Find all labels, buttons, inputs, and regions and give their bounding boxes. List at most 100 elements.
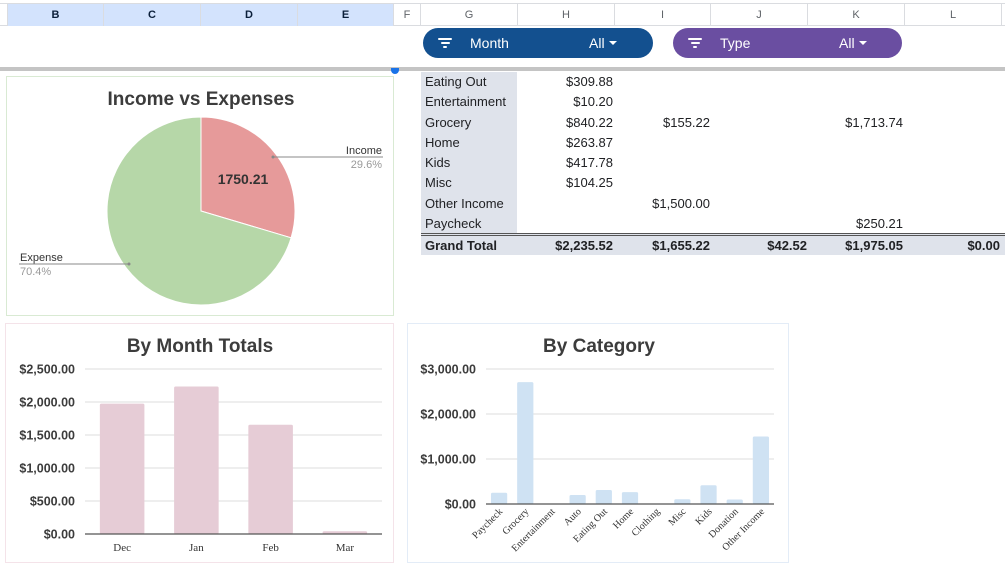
pivot-row-label[interactable]: Other Income (421, 193, 517, 215)
pivot-cell[interactable]: $263.87 (566, 134, 613, 150)
grand-total-cell[interactable]: $1,655.22 (652, 238, 710, 253)
bar-jan[interactable] (174, 386, 219, 534)
type-filter-selected: All (839, 35, 855, 51)
pivot-row-kids: Kids $417.78 (421, 153, 1005, 174)
y-tick-label: $1,000.00 (19, 462, 75, 476)
pivot-row-label[interactable]: Eating Out (421, 72, 517, 93)
pivot-cell[interactable]: $155.22 (663, 114, 710, 130)
chart-resize-handle[interactable] (391, 68, 399, 74)
pivot-cell[interactable]: $309.88 (566, 74, 613, 89)
column-header-h[interactable]: H (518, 4, 615, 26)
pie-slice-value-label: 1750.21 (218, 171, 269, 187)
pivot-cell[interactable]: $1,713.74 (845, 114, 903, 130)
bar-mar[interactable] (322, 531, 368, 534)
column-header-i[interactable]: I (615, 4, 711, 26)
column-header-f[interactable]: F (394, 4, 421, 26)
pivot-row-label[interactable]: Entertainment (421, 92, 517, 113)
type-filter-label: Type (720, 35, 751, 51)
pivot-row-grocery: Grocery $840.22 $155.22 $1,713.74 (421, 112, 1005, 133)
expense-slice-label: Expense (20, 252, 63, 264)
pivot-cell[interactable]: $104.25 (566, 175, 613, 191)
chart-title: Income vs Expenses (108, 89, 295, 110)
pivot-row-label[interactable]: Paycheck (421, 214, 517, 235)
pivot-row-misc: Misc $104.25 (421, 173, 1005, 194)
month-chart-svg: By Month Totals $0.00 $500.00 $1,000.00 $1,… (19, 336, 382, 554)
column-header-j[interactable]: J (711, 4, 808, 26)
bar-feb[interactable] (248, 424, 293, 534)
column-header-d[interactable]: D (201, 4, 298, 26)
bar-eating-out[interactable] (595, 490, 612, 504)
expense-leader-dot (127, 262, 131, 266)
bar-auto[interactable] (569, 495, 586, 504)
column-header-a[interactable] (0, 4, 8, 26)
type-filter-chip[interactable]: Type All (673, 28, 902, 58)
month-filter-chip[interactable]: Month All (423, 28, 653, 58)
type-filter-value[interactable]: All (839, 35, 867, 51)
x-tick-label: Paycheck (470, 506, 505, 541)
pivot-table: Eating Out $309.88 Entertainment $10.20 Groc… (421, 72, 1005, 255)
by-category-chart[interactable]: By Category $0.00 $1,000.00 $2,000.00 $3,00… (407, 323, 789, 563)
column-header-row: B C D E F G H I J K L (0, 3, 1005, 26)
freeze-divider[interactable] (0, 67, 1005, 71)
income-slice-label: Income (346, 145, 382, 157)
pie-slice-expense[interactable] (106, 116, 292, 306)
y-tick-label: $0.00 (44, 528, 75, 542)
dropdown-caret-icon (608, 41, 617, 46)
pivot-cell[interactable]: $10.20 (573, 94, 613, 110)
pivot-row-label[interactable]: Misc (421, 173, 517, 194)
grand-total-cell[interactable]: $1,975.05 (845, 238, 903, 253)
column-header-b[interactable]: B (8, 4, 104, 26)
bar-other-income[interactable] (752, 436, 770, 505)
y-tick-label: $1,500.00 (19, 429, 75, 443)
y-tick-label: $3,000.00 (420, 363, 476, 377)
pivot-cell[interactable]: $1,500.00 (652, 195, 710, 211)
grand-total-cell[interactable]: $0.00 (967, 238, 1000, 253)
grand-total-cell[interactable]: $42.52 (767, 238, 807, 253)
dropdown-caret-icon (858, 41, 867, 46)
pivot-grand-total-row: Grand Total $2,235.52 $1,655.22 $42.52 $1,97… (421, 233, 1005, 255)
pivot-row-other-income: Other Income $1,500.00 (421, 193, 1005, 215)
column-header-e[interactable]: E (298, 4, 394, 26)
x-tick-label: Jan (189, 542, 204, 554)
grand-total-cell[interactable]: $2,235.52 (555, 238, 613, 253)
column-header-l[interactable]: L (905, 4, 1002, 26)
grand-total-label[interactable]: Grand Total (425, 238, 497, 253)
pivot-row-home: Home $263.87 (421, 132, 1005, 154)
x-tick-label: Mar (336, 542, 355, 554)
income-percent-label: 29.6% (351, 159, 382, 171)
column-header-c[interactable]: C (104, 4, 201, 26)
x-tick-label: Auto (562, 506, 584, 528)
month-filter-label: Month (470, 35, 509, 51)
month-filter-value[interactable]: All (589, 35, 617, 51)
pivot-cell[interactable]: $417.78 (566, 155, 613, 171)
y-tick-label: $2,000.00 (19, 396, 75, 410)
pivot-row-eating-out: Eating Out $309.88 (421, 72, 1005, 93)
bar-donation[interactable] (726, 499, 743, 505)
by-month-totals-chart[interactable]: By Month Totals $0.00 $500.00 $1,000.00 $1,… (5, 323, 394, 563)
income-leader-dot (271, 155, 275, 159)
bar-dec[interactable] (99, 403, 145, 534)
y-tick-label: $2,000.00 (420, 408, 476, 422)
y-tick-label: $1,000.00 (420, 453, 476, 467)
bar-misc[interactable] (674, 499, 691, 504)
pie-slice-income[interactable] (200, 116, 296, 239)
pivot-row-label[interactable]: Kids (421, 153, 517, 174)
y-tick-label: $2,500.00 (19, 363, 75, 377)
income-vs-expenses-chart[interactable]: Income vs Expenses 1750.21 Income 29.6% Exp… (6, 76, 394, 316)
pivot-cell[interactable]: $840.22 (566, 114, 613, 130)
month-filter-selected: All (589, 35, 605, 51)
bar-grocery[interactable] (517, 382, 534, 504)
bar-home[interactable] (621, 492, 639, 504)
pivot-cell[interactable]: $250.21 (856, 216, 903, 232)
column-header-g[interactable]: G (421, 4, 518, 26)
pivot-row-label[interactable]: Home (421, 132, 517, 154)
pie-chart-svg: Income vs Expenses 1750.21 Income 29.6% Exp… (19, 89, 383, 306)
bar-kids[interactable] (700, 485, 717, 504)
chart-title: By Month Totals (127, 336, 273, 357)
chart-title: By Category (543, 336, 655, 357)
filter-icon (688, 38, 702, 48)
bar-paycheck[interactable] (490, 492, 508, 504)
pivot-row-label[interactable]: Grocery (421, 112, 517, 133)
column-header-k[interactable]: K (808, 4, 905, 26)
filter-icon (438, 38, 452, 48)
